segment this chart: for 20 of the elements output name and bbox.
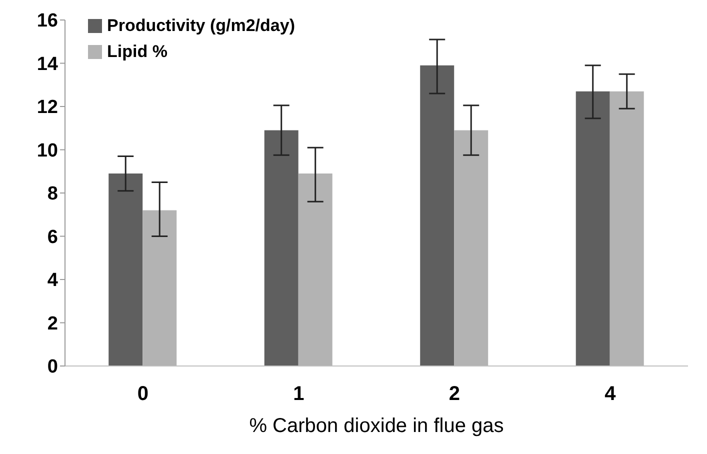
y-tick-label: 0 [47, 356, 58, 378]
bar [108, 174, 143, 366]
legend-label: Productivity (g/m2/day) [107, 16, 295, 36]
y-tick-label: 14 [36, 54, 58, 75]
x-tick-label: 4 [604, 383, 617, 406]
x-axis-title: % Carbon dioxide in flue gas [249, 415, 504, 437]
y-tick-label: 2 [47, 313, 58, 334]
bar [264, 130, 298, 366]
bar [576, 91, 610, 366]
legend-label: Lipid % [107, 42, 168, 62]
bar [420, 65, 454, 366]
x-tick-label: 0 [137, 383, 148, 406]
y-tick-label: 16 [36, 10, 58, 32]
y-tick-label: 12 [36, 97, 58, 118]
y-tick-label: 4 [47, 270, 58, 292]
x-tick-label: 2 [448, 383, 460, 406]
y-tick-label: 6 [47, 226, 58, 248]
x-tick-label: 1 [293, 383, 304, 406]
y-tick-label: 10 [36, 140, 58, 162]
y-tick-label: 8 [47, 184, 58, 205]
